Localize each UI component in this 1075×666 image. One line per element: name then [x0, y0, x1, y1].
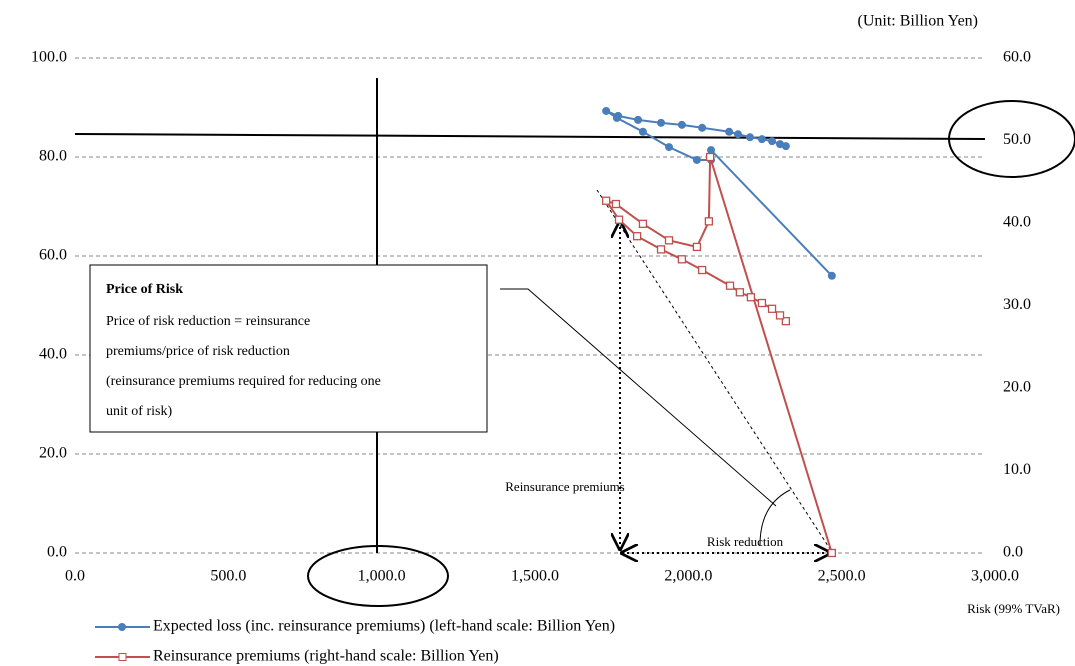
x-tick-label: 3,000.0	[971, 568, 1019, 585]
marker	[735, 288, 745, 297]
legend-label: Expected loss (inc. reinsurance premiums…	[153, 618, 615, 635]
marker	[781, 317, 791, 326]
y-tick-label: 100.0	[31, 49, 67, 66]
annotation: Reinsurance premiums	[505, 479, 625, 494]
marker	[767, 304, 777, 313]
box-line: unit of risk)	[106, 404, 172, 419]
marker	[656, 245, 666, 254]
y2-tick-label: 50.0	[1003, 131, 1031, 148]
slope-line	[596, 189, 833, 553]
marker	[705, 152, 715, 162]
marker	[775, 311, 785, 320]
marker	[657, 118, 666, 127]
marker	[632, 232, 642, 241]
x-tick-label: 0.0	[65, 568, 85, 585]
y2-tick-label: 60.0	[1003, 49, 1031, 66]
y-tick-label: 20.0	[39, 445, 67, 462]
legend-marker	[118, 623, 126, 631]
marker	[634, 115, 643, 124]
marker	[601, 196, 611, 205]
y-tick-label: 0.0	[47, 544, 67, 561]
legend-label: Reinsurance premiums (right-hand scale: …	[153, 648, 499, 665]
marker	[768, 137, 777, 146]
highlight-ellipse	[307, 545, 449, 607]
note-box	[89, 264, 488, 433]
y-tick-label: 40.0	[39, 346, 67, 363]
marker	[776, 140, 785, 149]
marker	[692, 242, 702, 252]
x-axis-label: Risk (99% TVaR)	[967, 601, 1060, 616]
annotation: Risk reduction	[707, 534, 784, 549]
marker	[698, 123, 707, 132]
marker	[692, 155, 701, 164]
connector	[500, 288, 777, 507]
marker	[827, 548, 837, 558]
marker	[665, 143, 674, 152]
y2-tick-label: 30.0	[1003, 296, 1031, 313]
marker	[757, 135, 766, 144]
unit-note: (Unit: Billion Yen)	[858, 13, 978, 30]
angle-arc	[759, 489, 791, 546]
box-line: Price of risk reduction = reinsurance	[106, 314, 310, 329]
marker	[611, 199, 621, 209]
marker	[734, 130, 743, 139]
marker	[664, 236, 674, 245]
marker	[827, 271, 836, 280]
marker	[757, 298, 767, 308]
marker	[707, 146, 716, 155]
box-title: Price of Risk	[106, 282, 183, 297]
y-tick-label: 80.0	[39, 148, 67, 165]
marker	[725, 127, 734, 136]
marker	[612, 113, 621, 122]
highlight-ellipse	[948, 100, 1075, 178]
x-tick-label: 2,000.0	[664, 568, 712, 585]
marker	[704, 217, 714, 226]
marker	[638, 127, 647, 136]
marker	[677, 120, 686, 129]
y2-tick-label: 40.0	[1003, 214, 1031, 231]
marker	[745, 133, 754, 142]
marker	[677, 255, 687, 264]
x-tick-label: 1,000.0	[358, 568, 406, 585]
box-line: premiums/price of risk reduction	[106, 344, 290, 359]
marker	[638, 219, 648, 228]
y2-tick-label: 10.0	[1003, 461, 1031, 478]
legend-marker	[118, 653, 127, 661]
box-line: (reinsurance premiums required for reduc…	[106, 374, 381, 389]
marker	[602, 106, 611, 115]
plot	[601, 106, 837, 558]
x-tick-label: 2,500.0	[818, 568, 866, 585]
y-tick-label: 60.0	[39, 247, 67, 264]
series-line	[605, 110, 833, 277]
marker	[614, 215, 624, 224]
x-tick-label: 500.0	[210, 568, 246, 585]
y2-tick-label: 0.0	[1003, 544, 1023, 561]
marker	[746, 293, 756, 302]
marker	[697, 265, 707, 275]
y2-tick-label: 20.0	[1003, 379, 1031, 396]
reference-line	[74, 133, 986, 140]
marker	[725, 281, 735, 290]
x-tick-label: 1,500.0	[511, 568, 559, 585]
